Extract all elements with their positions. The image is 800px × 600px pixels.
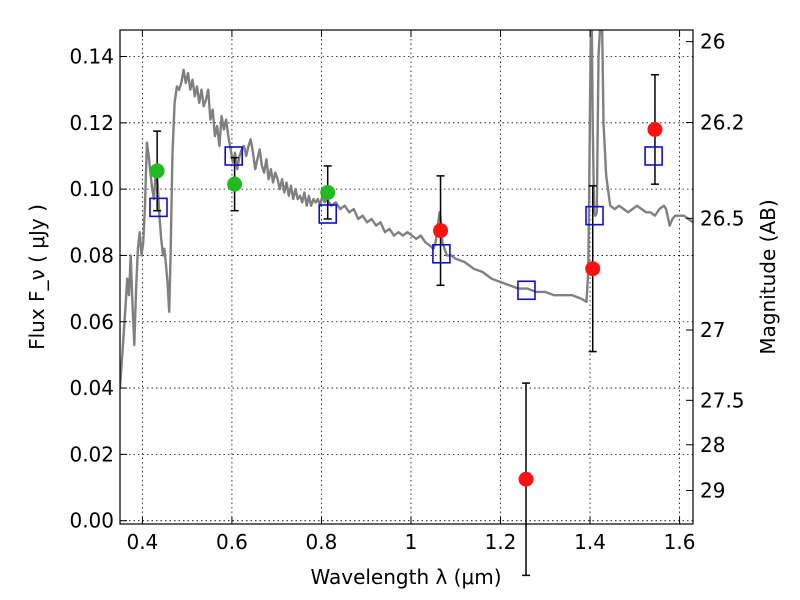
x-tick-label: 0.6 <box>216 530 248 554</box>
red-data-point <box>518 471 534 487</box>
x-tick-label: 1.2 <box>485 530 517 554</box>
model-square-point <box>585 205 604 226</box>
y-tick-label: 0.02 <box>69 442 114 466</box>
axes-frame <box>119 29 694 525</box>
green-data-point <box>149 163 165 179</box>
red-data-point <box>647 121 663 137</box>
y-tick-label: 0.10 <box>69 177 114 201</box>
right-axis-label: Magnitude (AB) <box>756 199 780 354</box>
model-square-point <box>644 146 663 166</box>
model-square-point <box>517 280 536 301</box>
plot-area <box>120 30 693 389</box>
right-tick-label: 27.5 <box>700 388 745 412</box>
grid <box>120 30 693 524</box>
y-tick-label: 0.08 <box>69 243 114 267</box>
y-tick-label: 0.04 <box>69 376 114 400</box>
x-axis-label: Wavelength λ (μm) <box>310 565 501 589</box>
right-tick-label: 26.2 <box>700 111 745 135</box>
right-tick-label: 29 <box>700 479 725 503</box>
x-tick-label: 0.8 <box>306 530 338 554</box>
y-tick-label: 0.00 <box>69 509 114 533</box>
green-data-point <box>227 176 243 192</box>
data-points <box>149 74 663 577</box>
y-tick-label: 0.12 <box>69 111 114 135</box>
y-axis-label: Flux F_ν ( μJy ) <box>25 204 49 350</box>
x-tick-label: 1.4 <box>574 530 606 554</box>
x-tick-label: 1 <box>405 530 418 554</box>
x-tick-label: 1.6 <box>664 530 696 554</box>
right-tick-label: 27 <box>700 318 725 342</box>
right-tick-label: 26.5 <box>700 206 745 230</box>
model-square-point <box>224 146 244 166</box>
green-data-point <box>320 184 336 200</box>
model-spectrum-line <box>120 30 693 389</box>
right-tick-label: 26 <box>700 30 725 54</box>
red-data-point <box>585 261 601 277</box>
y-tick-label: 0.06 <box>69 310 114 334</box>
model-square-point <box>432 243 451 264</box>
right-tick-label: 28 <box>700 433 725 457</box>
model-square-point <box>149 197 168 218</box>
x-tick-label: 0.4 <box>126 530 158 554</box>
y-tick-label: 0.14 <box>69 45 114 69</box>
ticks: 0.4 0.6 0.8 1 1.2 1.4 1.6 0.00 0.02 0.04 0.06 0.08 0… <box>69 30 744 554</box>
red-data-point <box>433 223 449 239</box>
model-square-point <box>318 204 338 224</box>
